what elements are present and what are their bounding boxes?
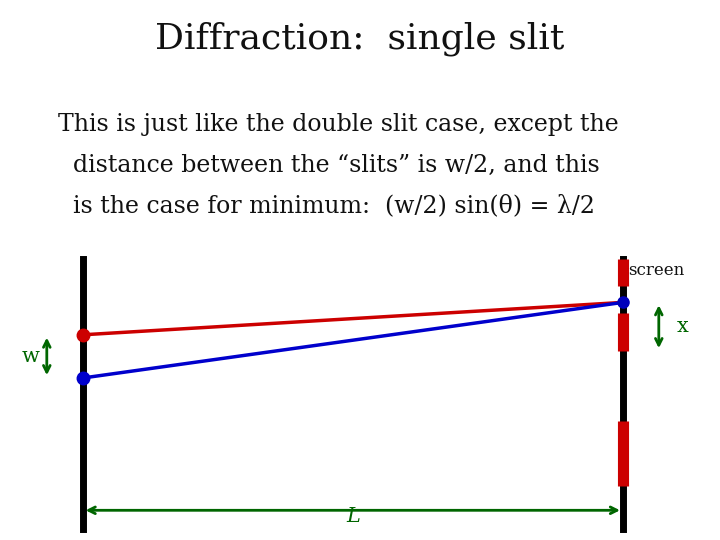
Text: screen: screen (628, 262, 684, 279)
Text: is the case for minimum:  (w/2) sin(θ) = λ/2: is the case for minimum: (w/2) sin(θ) = … (58, 194, 595, 218)
Text: x: x (677, 317, 688, 336)
Text: distance between the “slits” is w/2, and this: distance between the “slits” is w/2, and… (58, 154, 599, 177)
Text: L: L (346, 508, 360, 526)
Text: This is just like the double slit case, except the: This is just like the double slit case, … (58, 113, 618, 137)
Text: Diffraction:  single slit: Diffraction: single slit (156, 22, 564, 56)
Text: w: w (22, 347, 40, 366)
